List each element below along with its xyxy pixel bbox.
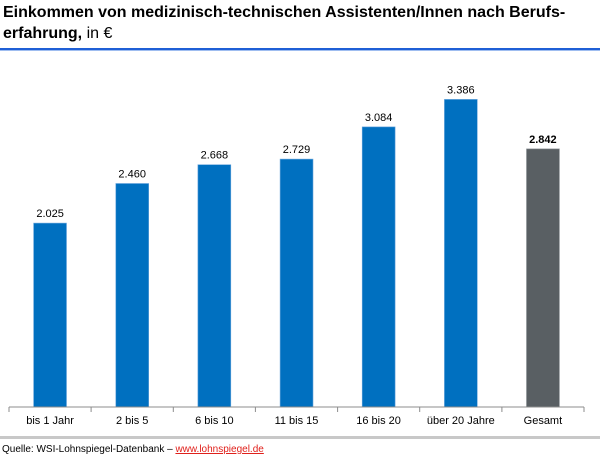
data-label-7: 2.842: [529, 134, 557, 146]
data-label-6: 3.386: [447, 84, 475, 96]
bar-2: [115, 183, 150, 408]
x-tick-label-1: bis 1 Jahr: [26, 415, 74, 427]
source-label: Quelle: WSI-Lohnspiegel-Datenbank –: [2, 444, 176, 455]
bar-total: [526, 148, 560, 408]
data-label-2: 2.460: [118, 169, 146, 181]
data-label-1: 2.025: [36, 208, 64, 220]
bar-4: [279, 158, 314, 408]
data-label-5: 3.084: [365, 112, 393, 124]
data-label-4: 2.729: [283, 144, 311, 156]
data-label-3: 2.668: [201, 150, 229, 162]
x-tick-label-3: 6 bis 10: [195, 415, 234, 427]
x-tick-label-7: Gesamt: [524, 415, 563, 427]
source-link[interactable]: www.lohnspiegel.de: [175, 444, 264, 455]
chart-title-line2: erfahrung,: [3, 25, 83, 42]
chart-title-line1: Einkommen von medizinisch-technischen As…: [3, 4, 566, 21]
x-tick-label-2: 2 bis 5: [116, 415, 148, 427]
chart-title-unit: in €: [86, 25, 113, 42]
title-divider: [0, 48, 600, 50]
title-divider-shadow: [0, 50, 600, 51]
bar-6: [444, 99, 478, 408]
bar-1: [33, 222, 67, 408]
source-note: Quelle: WSI-Lohnspiegel-Datenbank – www.…: [2, 444, 264, 455]
chart-title: Einkommen von medizinisch-technischen As…: [3, 2, 593, 44]
bar-3: [197, 164, 232, 408]
footer-divider: [0, 436, 600, 439]
x-tick-label-4: 11 bis 15: [275, 415, 319, 427]
x-tick-label-6: über 20 Jahre: [427, 415, 495, 427]
x-tick-label-5: 16 bis 20: [356, 415, 401, 427]
bar-chart: 2.025 bis 1 Jahr 2.460 2 bis 5 2.668 6 bis 10…: [8, 84, 585, 427]
bar-5: [361, 126, 396, 408]
